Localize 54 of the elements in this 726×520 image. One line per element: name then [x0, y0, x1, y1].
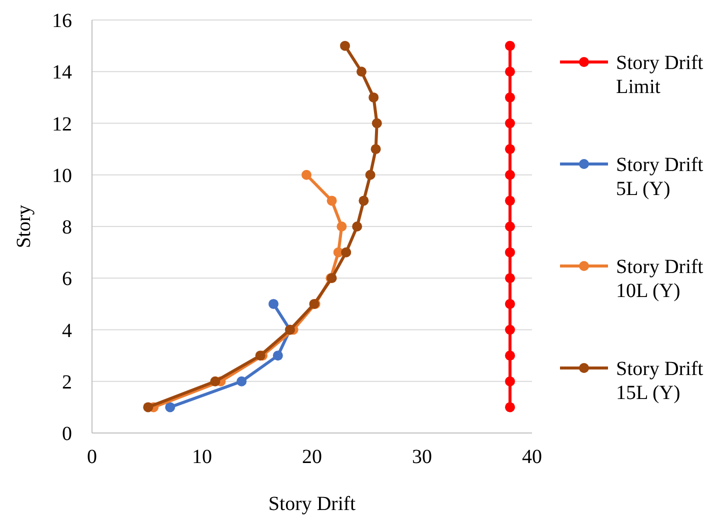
point	[368, 92, 379, 102]
x-tick-label: 20	[302, 446, 322, 468]
point	[505, 66, 515, 77]
point	[505, 247, 515, 258]
y-tick-label: 2	[62, 371, 72, 394]
point	[505, 376, 515, 386]
y-tick-label: 10	[52, 164, 72, 187]
y-tick-label: 4	[62, 320, 72, 342]
point	[326, 196, 337, 206]
point	[210, 376, 220, 386]
point	[505, 324, 515, 335]
point	[505, 298, 515, 309]
point	[143, 402, 154, 412]
point	[352, 222, 362, 232]
point	[165, 402, 176, 412]
y-tick-label: 8	[62, 216, 72, 238]
point	[505, 273, 515, 284]
x-tick-label: 10	[192, 446, 212, 468]
x-tick-label: 0	[87, 446, 97, 468]
point	[505, 222, 515, 232]
legend-label: Story Drift Limit	[616, 52, 704, 98]
x-axis-title: Story Drift	[268, 493, 356, 515]
point	[505, 92, 515, 102]
point	[336, 222, 347, 232]
point	[505, 40, 515, 51]
x-tick-label: 40	[522, 446, 542, 468]
point	[255, 350, 266, 361]
legend-label: Story Drift 15L (Y)	[616, 358, 704, 404]
point	[268, 298, 278, 309]
point	[372, 118, 382, 128]
point	[272, 350, 283, 361]
point	[341, 247, 352, 258]
point	[356, 66, 366, 77]
x-tick-label: 30	[412, 446, 432, 468]
point	[358, 196, 369, 206]
y-tick-label: 16	[52, 10, 72, 32]
point	[236, 376, 247, 386]
point	[302, 170, 312, 180]
point	[505, 118, 515, 128]
point	[505, 402, 515, 412]
point	[505, 196, 515, 206]
point	[370, 144, 381, 154]
point	[505, 144, 515, 154]
point	[365, 170, 376, 180]
point	[505, 350, 515, 361]
y-tick-label: 14	[52, 62, 72, 84]
y-axis-title: Story	[13, 204, 35, 248]
y-tick-label: 6	[62, 268, 72, 290]
y-tick-label: 12	[52, 113, 72, 136]
legend-label: Story Drift 5L (Y)	[616, 154, 704, 200]
point	[340, 40, 350, 51]
y-tick-label: 0	[62, 423, 72, 445]
point	[505, 170, 515, 180]
legend-label: Story Drift 10L (Y)	[616, 256, 704, 302]
